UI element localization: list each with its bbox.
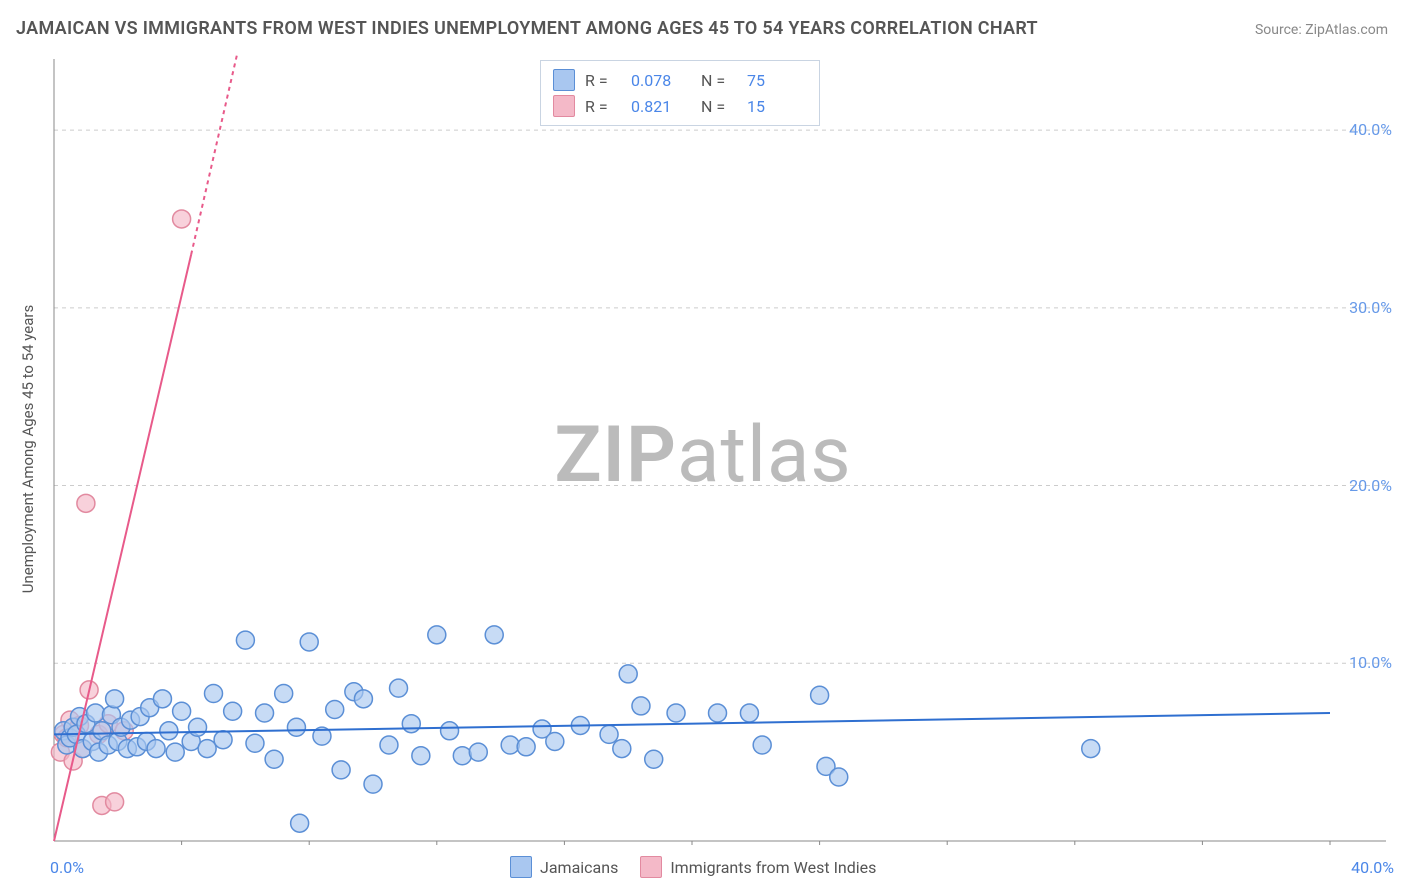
swatch-west-indies [640,856,662,878]
source-attribution: Source: ZipAtlas.com [1255,22,1388,38]
legend-row-west-indies: R = 0.821 N = 15 [553,93,807,119]
n-value-jamaicans: 75 [747,71,807,90]
swatch-west-indies [553,95,575,117]
y-tick-label: 10.0% [1349,653,1392,672]
legend-series: Jamaicans Immigrants from West Indies [510,856,876,878]
n-label: N = [701,97,737,116]
n-label: N = [701,71,737,90]
legend-item-jamaicans: Jamaicans [510,856,618,878]
n-value-west-indies: 15 [747,97,807,116]
chart-title: JAMAICAN VS IMMIGRANTS FROM WEST INDIES … [16,18,1038,39]
y-axis-label-container: Unemployment Among Ages 45 to 54 years [8,0,38,892]
correlation-chart: JAMAICAN VS IMMIGRANTS FROM WEST INDIES … [0,0,1406,892]
legend-r-n: R = 0.078 N = 75 R = 0.821 N = 15 [540,60,820,126]
r-label: R = [585,71,621,90]
legend-row-jamaicans: R = 0.078 N = 75 [553,67,807,93]
y-tick-label: 30.0% [1349,298,1392,317]
swatch-jamaicans [510,856,532,878]
source-value: ZipAtlas.com [1305,22,1388,38]
legend-label-jamaicans: Jamaicans [540,858,618,877]
y-tick-label: 40.0% [1349,120,1392,139]
source-label: Source: [1255,22,1302,38]
plot-svg [50,55,1390,845]
r-label: R = [585,97,621,116]
y-tick-label: 20.0% [1349,476,1392,495]
x-axis-max-label: 40.0% [1351,858,1394,877]
plot-area [50,55,1390,845]
r-value-jamaicans: 0.078 [631,71,691,90]
legend-item-west-indies: Immigrants from West Indies [640,856,876,878]
y-axis-label: Unemployment Among Ages 45 to 54 years [19,249,37,649]
r-value-west-indies: 0.821 [631,97,691,116]
x-axis-origin-label: 0.0% [50,858,84,877]
legend-label-west-indies: Immigrants from West Indies [670,858,876,877]
swatch-jamaicans [553,69,575,91]
